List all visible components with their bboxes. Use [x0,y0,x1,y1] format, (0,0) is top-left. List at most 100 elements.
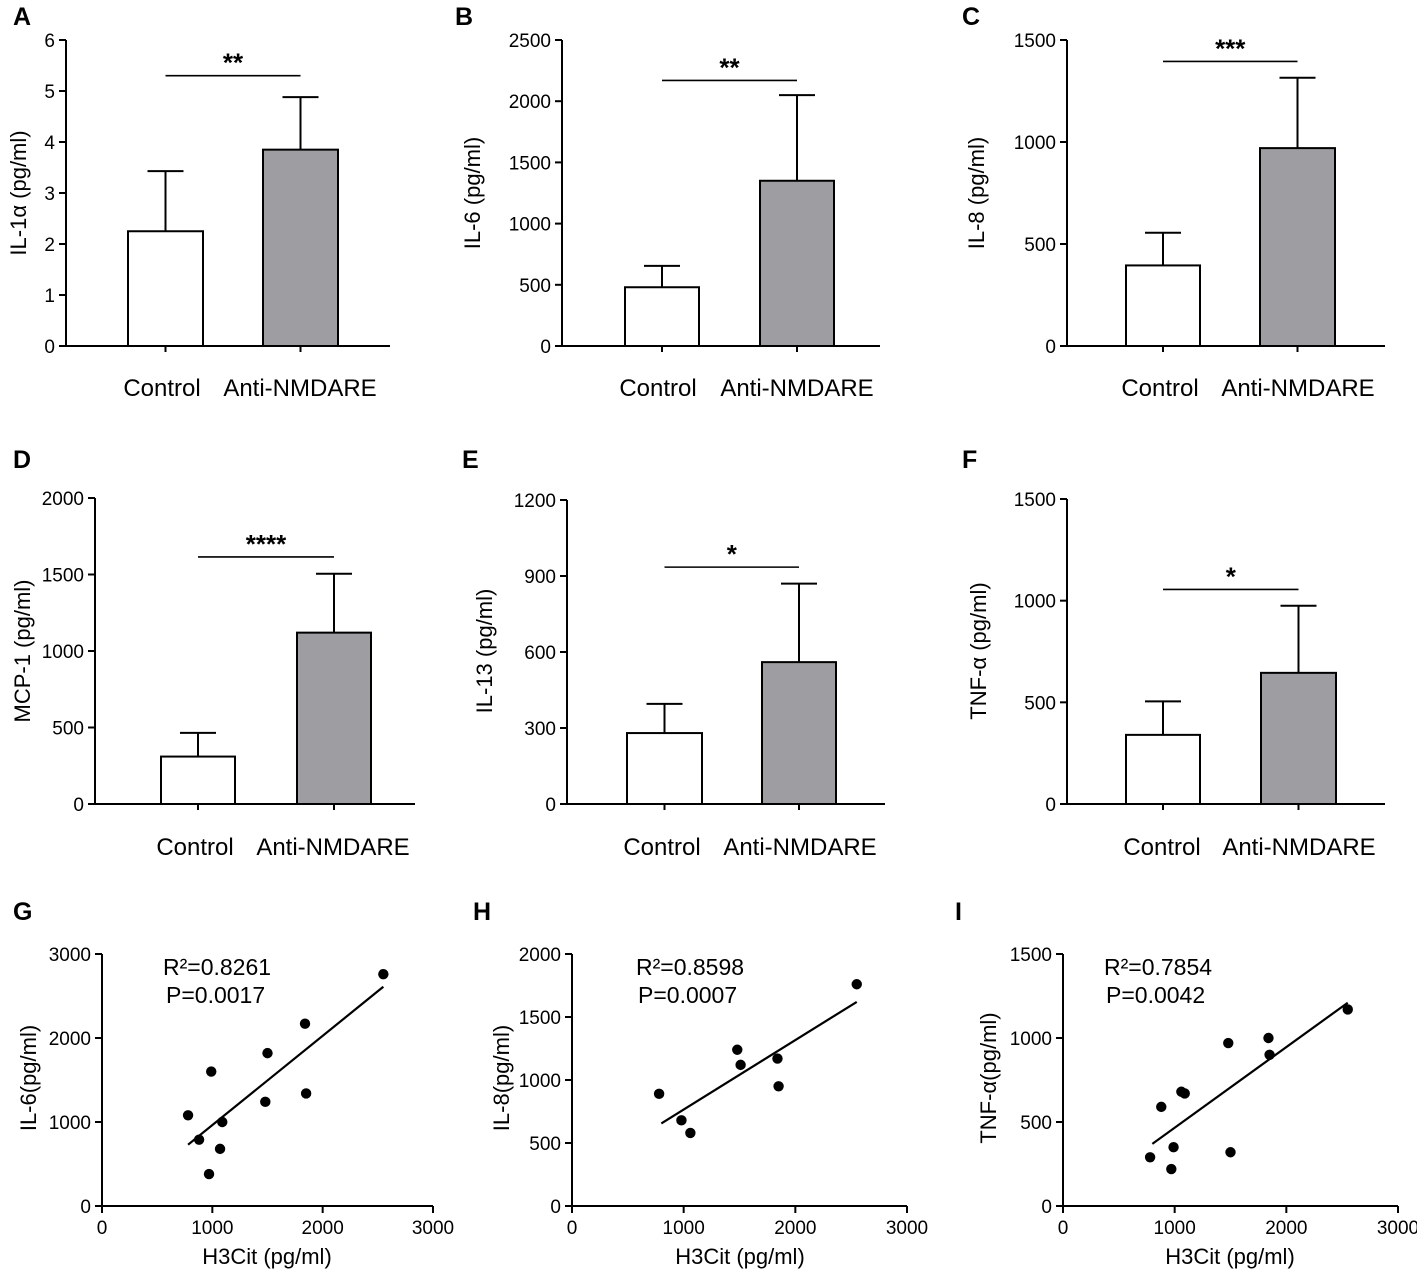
data-point [735,1059,746,1071]
y-tick-label: 0 [1045,795,1056,816]
y-tick-label: 2500 [509,31,551,52]
y-tick-label: 6 [44,31,55,52]
x-tick-label: 3000 [886,1218,928,1239]
category-label: Anti-NMDARE [720,375,873,402]
y-axis-label: TNF-α (pg/ml) [966,582,991,719]
x-tick-label: 2000 [302,1218,344,1239]
y-tick-label: 1000 [519,1071,561,1092]
bar-control [624,286,700,347]
significance-label: ** [223,48,244,78]
data-point [1166,1163,1177,1175]
panel-f: F 0 500 1000 1500 Control Anti-NMDARE * TNF-α (p… [962,446,1385,861]
y-tick-label: 0 [540,337,551,358]
data-point [1179,1088,1190,1099]
panel-letter: G [13,898,32,926]
x-axis-label: H3Cit (pg/ml) [1165,1244,1295,1269]
panel-letter: F [962,446,977,474]
bar-control [1125,264,1201,348]
y-tick-label: 0 [1045,337,1056,358]
y-tick-label: 2000 [49,1029,91,1050]
panel-letter: A [13,3,31,31]
y-tick-label: 0 [1041,1197,1052,1218]
x-axis-label: H3Cit (pg/ml) [202,1244,332,1269]
y-tick-label: 500 [1020,1113,1052,1134]
bar-anti-nmdare [761,661,837,806]
data-point [732,1044,743,1055]
data-point [217,1116,228,1128]
y-tick-label: 2 [44,235,55,256]
x-tick-label: 3000 [412,1218,454,1239]
panel-letter: C [962,3,980,31]
y-tick-label: 1500 [509,153,551,174]
data-point [676,1115,687,1126]
data-point [203,1168,215,1180]
significance-label: *** [1215,33,1246,63]
data-point [193,1134,205,1145]
category-label: Anti-NMDARE [1221,375,1374,402]
y-tick-label: 1200 [514,491,556,512]
data-point [262,1047,273,1059]
y-tick-label: 2000 [509,92,551,113]
r-squared-label: R²=0.8261 [163,954,271,980]
panel-d: D 0 500 1000 1500 2000 Control Anti-NMDARE **** M… [10,446,415,861]
x-tick-label: 1000 [191,1218,233,1239]
y-axis-label: IL-1α (pg/ml) [6,130,31,255]
x-tick-label: 2000 [1265,1218,1307,1239]
y-tick-label: 2000 [519,945,561,966]
x-tick-label: 0 [97,1218,108,1239]
y-tick-label: 1000 [1014,133,1056,154]
y-tick-label: 2000 [42,489,84,510]
y-tick-label: 3 [44,184,55,205]
y-tick-label: 1500 [1010,945,1052,966]
bar-control [1125,733,1201,805]
category-label: Control [623,834,700,861]
data-point [1168,1142,1179,1153]
y-tick-label: 600 [524,643,556,664]
r-squared-label: R²=0.7854 [1104,954,1212,980]
significance-label: ** [719,52,740,82]
y-tick-label: 500 [1024,235,1056,256]
x-tick-label: 1000 [663,1218,705,1239]
data-point [773,1081,784,1092]
data-point [1144,1152,1156,1163]
y-tick-label: 3000 [49,945,91,966]
y-tick-label: 1 [44,286,55,307]
panel-e: E 0 300 600 900 1200 Control Anti-NMDARE * IL-13 … [462,446,885,861]
category-label: Control [1121,375,1198,402]
panel-h: H 0 500 1000 1500 2000 0 1000 2000 3000 R²=0.8598P… [473,898,928,1269]
y-axis-label: IL-6 (pg/ml) [460,137,485,249]
x-tick-label: 1000 [1154,1218,1196,1239]
panel-i: I 0 500 1000 1500 0 1000 2000 3000 R²=0.7854P=0.0… [955,898,1417,1269]
p-value-label: P=0.0017 [166,982,265,1008]
bar-control [127,230,204,347]
y-tick-label: 1500 [1014,31,1056,52]
y-tick-label: 1500 [42,566,84,587]
y-tick-label: 500 [519,276,551,297]
category-label: Control [123,375,200,402]
data-point [300,1088,312,1099]
panel-letter: I [955,898,962,926]
category-label: Anti-NMDARE [223,375,376,402]
y-tick-label: 300 [524,719,556,740]
y-axis-label: IL-6(pg/ml) [16,1025,41,1131]
y-tick-label: 500 [1024,693,1056,714]
p-value-label: P=0.0007 [638,982,737,1008]
data-point [1225,1147,1236,1158]
category-label: Control [156,834,233,861]
data-point [378,968,389,980]
data-point [214,1143,226,1155]
x-tick-label: 2000 [774,1218,816,1239]
y-tick-label: 500 [529,1134,561,1155]
panel-g: G 0 1000 2000 3000 0 1000 2000 3000 R²=0.8261P=0.… [13,898,454,1269]
significance-label: * [727,539,738,569]
data-point [685,1127,696,1139]
y-tick-label: 1000 [1014,592,1056,613]
bar-anti-nmdare [296,631,372,806]
bar-anti-nmdare [1259,147,1336,347]
x-tick-label: 3000 [1377,1218,1417,1239]
category-label: Control [619,375,696,402]
category-label: Anti-NMDARE [256,834,409,861]
y-tick-label: 1000 [1010,1029,1052,1050]
panel-a: A 0 1 2 3 4 5 6 Control Anti-NMDARE ** IL-1α (pg/ml… [6,3,390,402]
